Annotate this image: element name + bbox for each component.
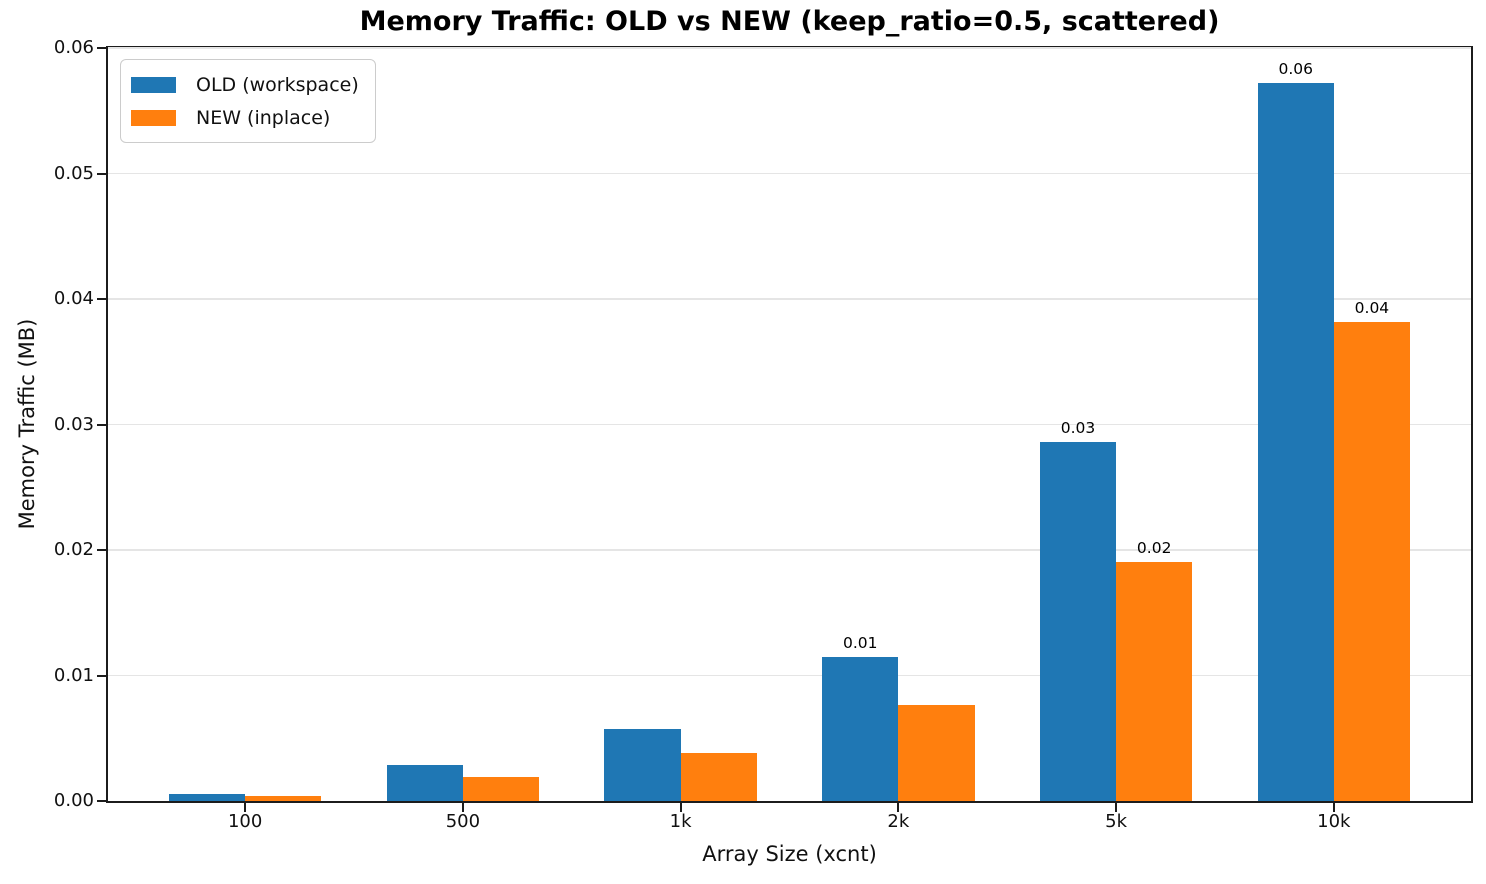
bar-new-500	[462, 777, 540, 801]
y-tick-mark-0.06	[97, 47, 106, 49]
x-tick-mark-5k	[1115, 803, 1118, 812]
bar-new-2k	[898, 705, 975, 801]
bar-new-10k	[1333, 322, 1411, 801]
bar-value-label-new-10k: 0.04	[1354, 299, 1390, 318]
y-tick-mark-0.01	[97, 674, 106, 677]
y-tick-label-0.00: 0.00	[53, 790, 94, 811]
plot-area: OLD (workspace) NEW (inplace) 0.00 0.01 0.…	[54, 37, 1473, 832]
bar-old-500	[386, 765, 463, 801]
bar-value-label-new-5k: 0.02	[1136, 538, 1172, 557]
x-tick-label-500: 500	[445, 811, 481, 832]
y-axis-label: Memory Traffic (MB)	[15, 318, 39, 530]
x-tick-label-2k: 2k	[887, 811, 910, 832]
x-axis-label: Array Size (xcnt)	[702, 842, 877, 866]
x-tick-mark-1k	[679, 803, 682, 812]
gridline-y-0.06	[108, 47, 1471, 49]
x-tick-label-10k: 10k	[1317, 811, 1351, 832]
bar-old-1k	[604, 729, 681, 801]
gridline-y-0.05	[108, 172, 1471, 175]
legend-swatch-old-icon	[131, 76, 176, 93]
legend-label-old: OLD (workspace)	[196, 73, 359, 96]
legend-item-new: NEW (inplace)	[131, 104, 359, 131]
gridline-y-0.03	[108, 423, 1471, 426]
x-tick-label-5k: 5k	[1105, 811, 1128, 832]
bar-new-1k	[680, 753, 757, 801]
y-tick-label-0.05: 0.05	[53, 162, 94, 184]
y-tick-label-0.04: 0.04	[53, 288, 94, 309]
y-tick-mark-0.03	[97, 423, 106, 426]
chart-title: Memory Traffic: OLD vs NEW (keep_ratio=0…	[359, 6, 1220, 37]
bar-old-2k	[822, 657, 899, 801]
bar-new-5k	[1116, 561, 1193, 801]
x-tick-mark-100	[244, 803, 247, 812]
gridline-y-0.04	[108, 298, 1471, 300]
bar-old-100	[168, 793, 246, 801]
y-tick-mark-0.02	[97, 549, 106, 551]
x-tick-mark-500	[461, 803, 464, 812]
gridline-y-0.02	[108, 549, 1471, 551]
legend: OLD (workspace) NEW (inplace)	[120, 59, 376, 143]
bar-value-label-old-2k: 0.01	[842, 634, 878, 653]
x-tick-label-100: 100	[227, 811, 263, 832]
y-tick-label-0.03: 0.03	[53, 413, 94, 435]
legend-swatch-new-icon	[131, 109, 176, 126]
y-tick-mark-0.00	[97, 800, 106, 802]
y-tick-mark-0.04	[97, 298, 106, 300]
gridline-y-0.01	[108, 674, 1471, 677]
x-tick-mark-10k	[1332, 803, 1335, 812]
bar-old-10k	[1257, 82, 1334, 801]
bar-old-5k	[1039, 441, 1117, 801]
y-tick-mark-0.05	[97, 172, 106, 175]
legend-label-new: NEW (inplace)	[196, 106, 331, 129]
bar-value-label-old-5k: 0.03	[1060, 418, 1096, 437]
x-tick-mark-2k	[897, 803, 900, 812]
x-tick-label-1k: 1k	[669, 811, 692, 832]
bar-value-label-old-10k: 0.06	[1278, 59, 1313, 78]
legend-item-old: OLD (workspace)	[131, 71, 359, 98]
y-tick-label-0.02: 0.02	[53, 539, 94, 560]
y-tick-label-0.06: 0.06	[53, 37, 94, 58]
bar-new-100	[245, 796, 322, 801]
y-tick-label-0.01: 0.01	[53, 664, 94, 686]
